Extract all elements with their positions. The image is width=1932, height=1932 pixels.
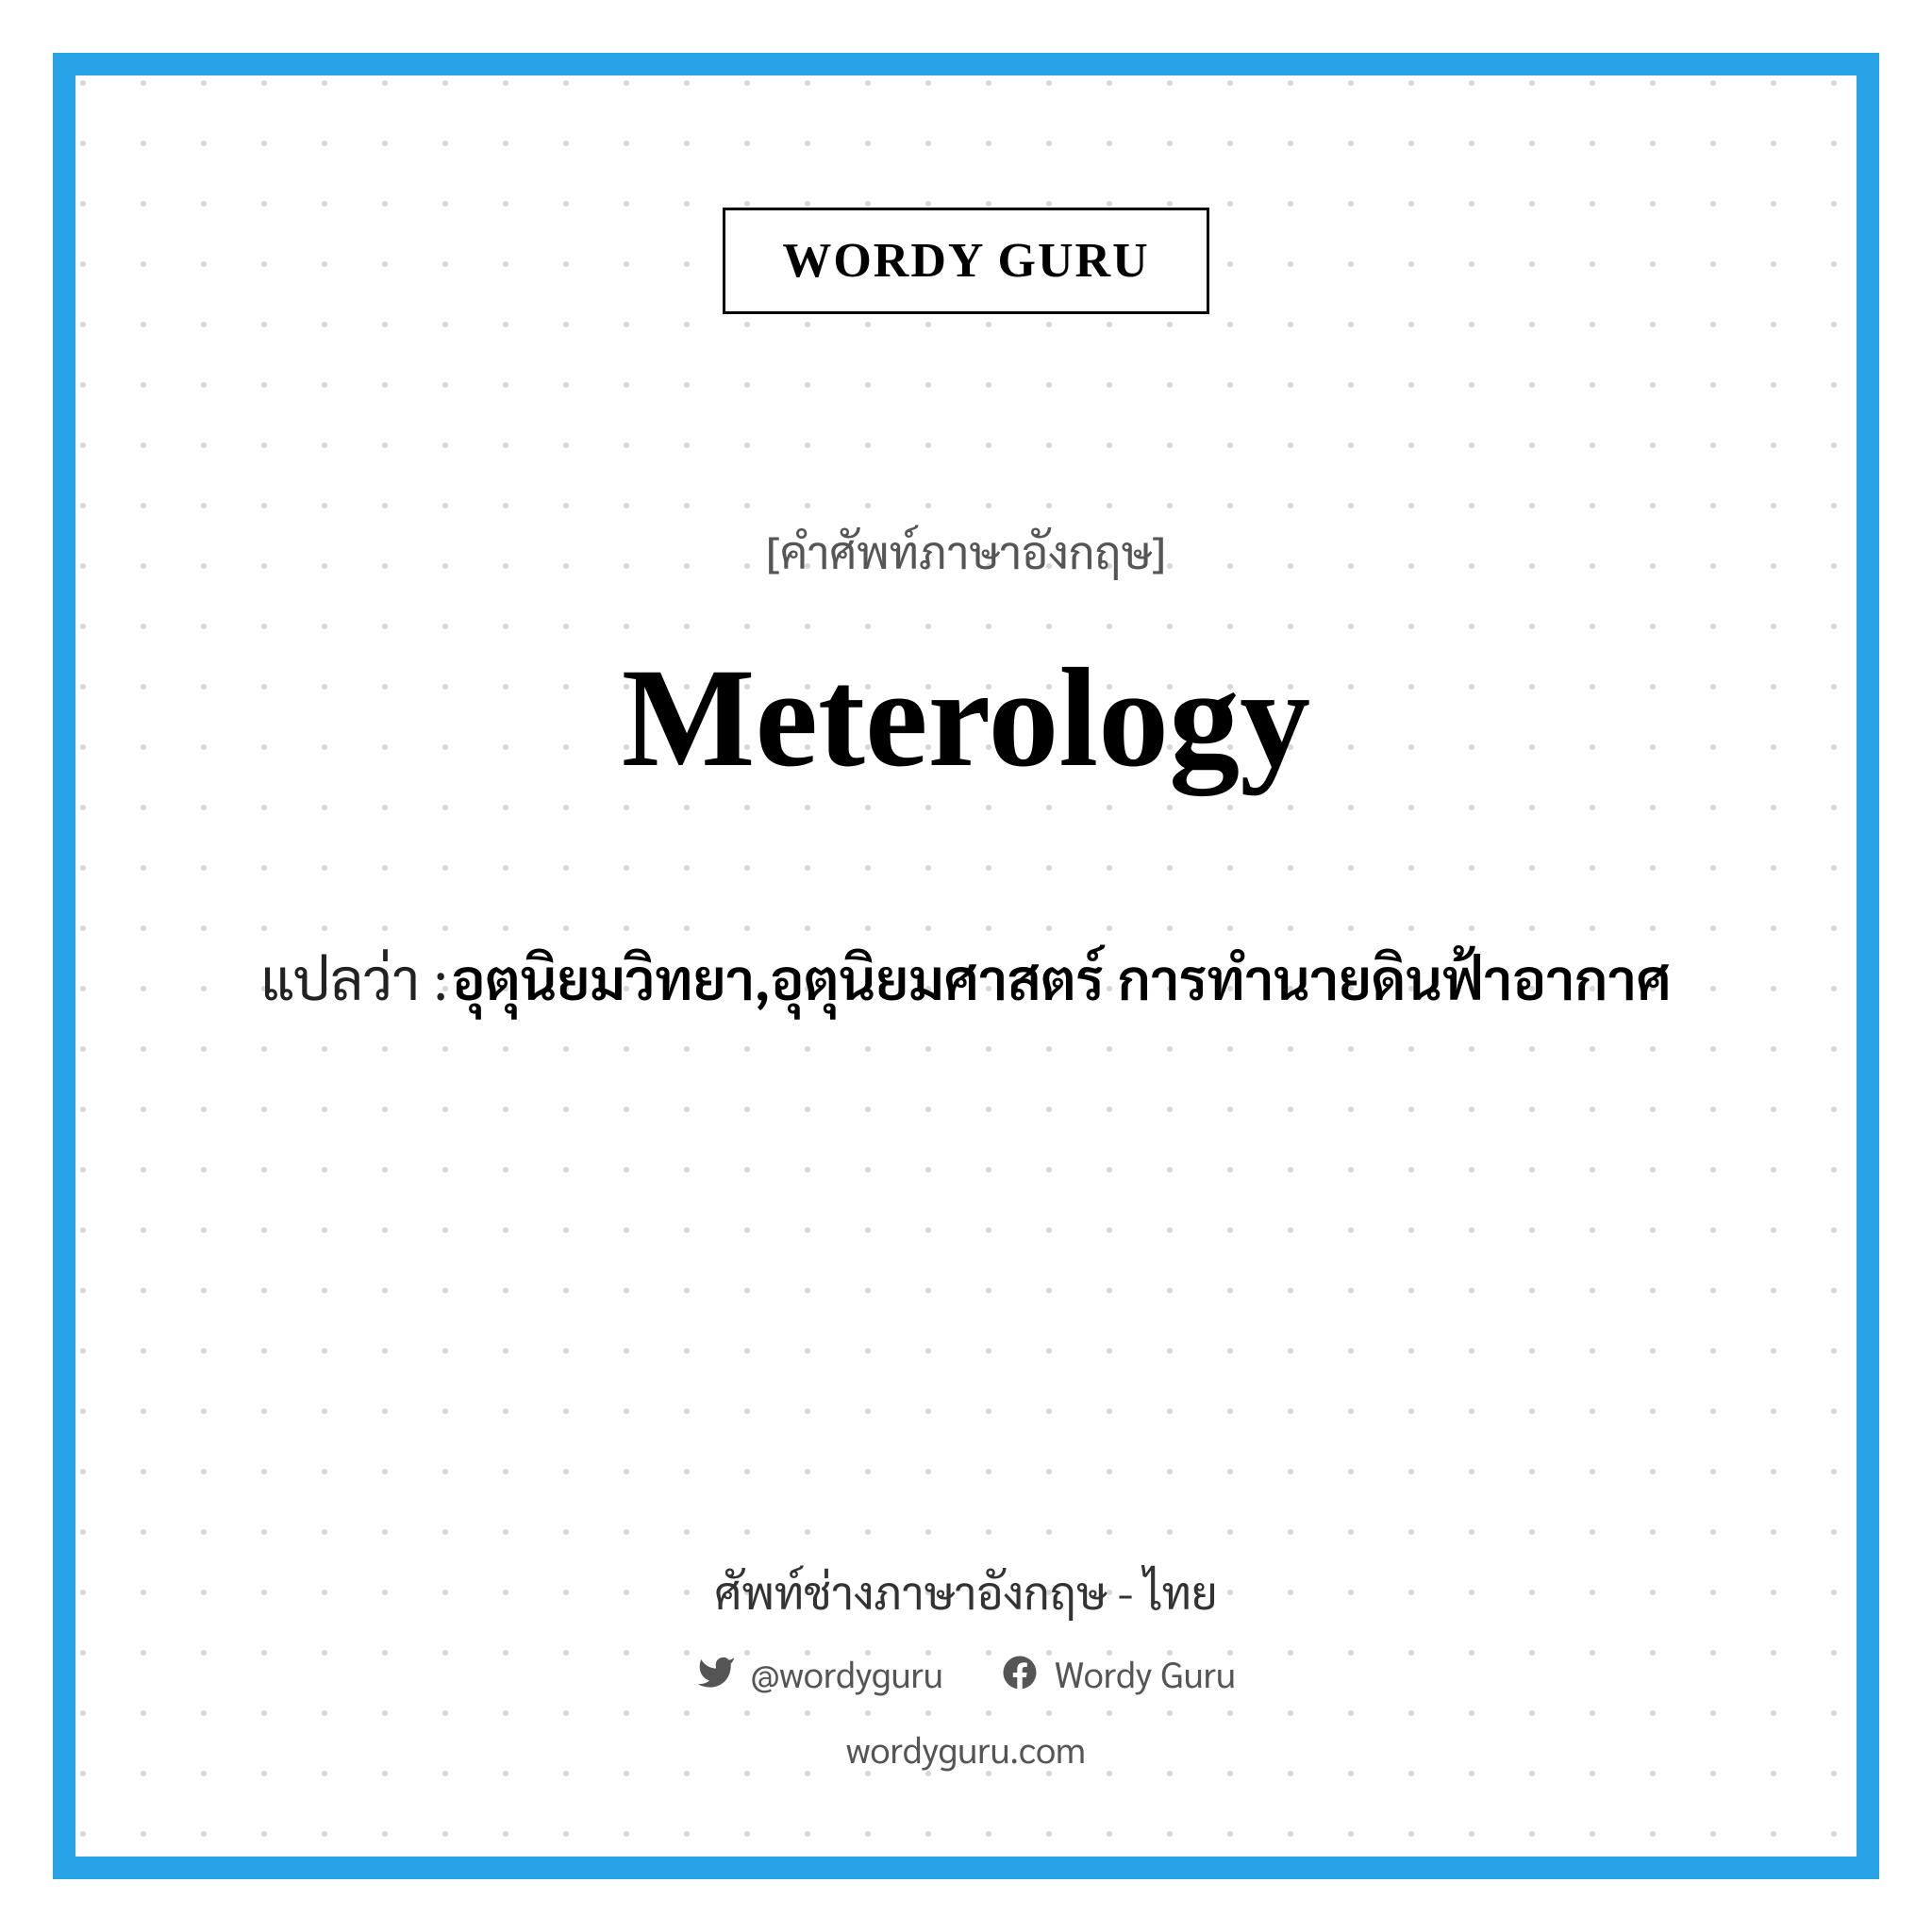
twitter-handle: @wordyguru — [751, 1649, 943, 1696]
content-block: [คำศัพท์ภาษาอังกฤษ] Meterology แปลว่า : … — [75, 522, 1857, 1022]
headword: Meterology — [622, 637, 1310, 799]
social-row: @wordyguru Wordy Guru — [696, 1649, 1236, 1696]
site-url[interactable]: wordyguru.com — [846, 1724, 1086, 1772]
definition-line: แปลว่า : อุตุนิยมวิทยา,อุตุนิยมศาสตร์ กา… — [260, 931, 1671, 1022]
facebook-icon — [1000, 1653, 1040, 1692]
facebook-handle: Wordy Guru — [1055, 1649, 1236, 1696]
twitter-link[interactable]: @wordyguru — [696, 1649, 943, 1696]
category-label: [คำศัพท์ภาษาอังกฤษ] — [766, 522, 1165, 580]
footer: ศัพท์ช่างภาษาอังกฤษ - ไทย @wordyguru Wor… — [75, 1562, 1857, 1772]
twitter-icon — [696, 1653, 736, 1692]
card-frame: WORDY GURU [คำศัพท์ภาษาอังกฤษ] Meterolog… — [53, 53, 1879, 1879]
footer-section-title: ศัพท์ช่างภาษาอังกฤษ - ไทย — [714, 1562, 1217, 1621]
logo-box: WORDY GURU — [723, 208, 1208, 314]
logo-text: WORDY GURU — [782, 234, 1149, 288]
facebook-link[interactable]: Wordy Guru — [1000, 1649, 1236, 1696]
definition-text: อุตุนิยมวิทยา,อุตุนิยมศาสตร์ การทำนายดิน… — [452, 940, 1672, 1013]
definition-label: แปลว่า : — [260, 940, 447, 1013]
definition-row: แปลว่า : อุตุนิยมวิทยา,อุตุนิยมศาสตร์ กา… — [170, 931, 1762, 1022]
page-outer: WORDY GURU [คำศัพท์ภาษาอังกฤษ] Meterolog… — [0, 0, 1932, 1932]
